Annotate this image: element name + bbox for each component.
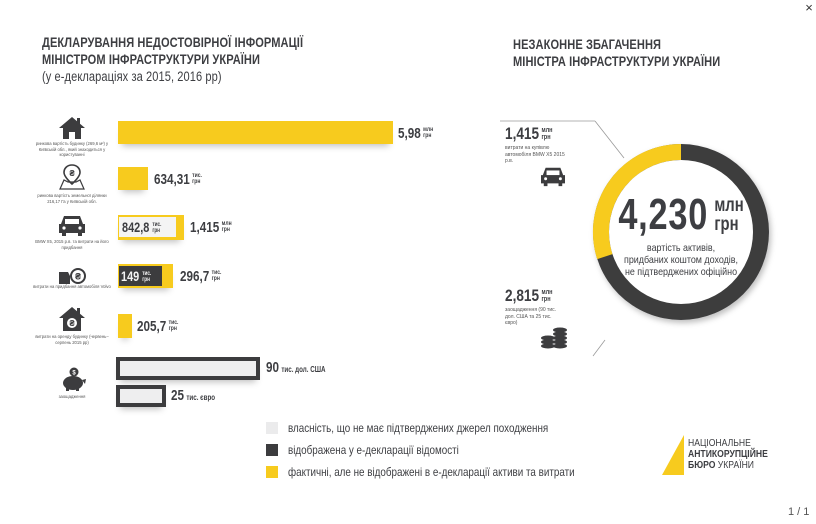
callout-value-number: 2,815 xyxy=(505,286,540,305)
car-icon xyxy=(59,216,85,236)
inner-value-unit: тис. грн xyxy=(152,222,162,234)
logo-line2: АНТИКОРУПЦІЙНЕ xyxy=(688,448,768,460)
donut-total: 4,230 млн грн xyxy=(618,190,744,240)
bar-label-land: 634,31 тис. грн xyxy=(154,170,202,188)
legend-item-declared: відображена у е-декларації відомості xyxy=(266,443,638,457)
piggy-bank-icon: $ xyxy=(63,367,86,391)
svg-text:₴: ₴ xyxy=(69,169,75,178)
donut-hole xyxy=(609,160,753,304)
bar-label-savings-eur: 25 тис. євро xyxy=(171,387,215,405)
right-title-line2: МІНІСТРА ІНФРАСТРУКТУРИ УКРАЇНИ xyxy=(513,54,721,69)
legend-swatch-light xyxy=(266,422,278,434)
value-unit: млн грн xyxy=(221,219,232,233)
callout-value-unit: млн грн xyxy=(541,127,553,141)
logo-line3-bold: БЮРО xyxy=(688,459,716,471)
bar-rent-value xyxy=(118,314,132,338)
callout-line-savings xyxy=(592,339,606,357)
nabu-logo-icon xyxy=(662,435,684,475)
bar-volvo-declared-part: 149 тис. грн xyxy=(119,266,162,286)
legend: власність, що не має підтверджених джере… xyxy=(266,421,638,479)
value-unit: тис. грн xyxy=(211,268,222,282)
value-unit: тис. грн xyxy=(168,318,179,332)
logo-line3-rest: УКРАЇНИ xyxy=(715,459,754,471)
value-number: 1,415 xyxy=(190,218,220,236)
legend-label: власність, що не має підтверджених джере… xyxy=(288,421,549,435)
value-number: 296,7 xyxy=(180,267,210,285)
coins-icon xyxy=(541,327,567,349)
left-chart-title: ДЕКЛАРУВАННЯ НЕДОСТОВІРНОЇ ІНФОРМАЦІЇ МІ… xyxy=(42,34,303,85)
right-title-line1: НЕЗАКОННЕ ЗБАГАЧЕННЯ xyxy=(513,37,662,52)
value-number: 205,7 xyxy=(137,317,167,335)
inner-value-number: 842,8 xyxy=(122,219,150,235)
bar-savings-usd xyxy=(116,357,260,380)
legend-swatch-yellow xyxy=(266,466,278,478)
car-icon xyxy=(541,167,565,187)
svg-text:₴: ₴ xyxy=(75,272,81,282)
bar-label-savings-usd: 90 тис. дол. США xyxy=(266,359,326,377)
row-caption: витрати на придбання автомобіля Volvo xyxy=(33,284,111,289)
bar-savings-eur xyxy=(116,385,166,407)
bar-label-house: 5,98 млн грн xyxy=(398,124,433,142)
callout-car-caption: витрати на купівлю автомобіля BMW X5 201… xyxy=(505,145,565,164)
row-caption: ринкова вартість земельної ділянки 216,1… xyxy=(37,193,107,204)
value-number: 25 xyxy=(171,387,185,404)
bar-label-bmw: 1,415 млн грн xyxy=(190,218,232,236)
close-button[interactable]: × xyxy=(805,0,813,15)
row-caption: BMW X5, 2015 р.в. та витрати на його при… xyxy=(35,239,109,250)
svg-text:₴: ₴ xyxy=(69,319,75,328)
bar-land-value xyxy=(118,167,148,190)
row-caption: витрати на оренду будинку (червень–серпе… xyxy=(35,334,109,345)
callout-savings-caption: заощадження (90 тис. дол. США та 25 тис.… xyxy=(505,307,556,326)
donut-caption: вартість активів, придбаних коштом доход… xyxy=(613,242,749,278)
bar-label-rent: 205,7 тис. грн xyxy=(137,317,178,335)
donut-caption-line2: придбаних коштом доходів, xyxy=(623,254,739,266)
value-unit: млн грн xyxy=(423,125,434,139)
right-chart-title: НЕЗАКОННЕ ЗБАГАЧЕННЯ МІНІСТРА ІНФРАСТРУК… xyxy=(513,36,720,70)
inner-value-number: 149 xyxy=(121,268,140,284)
value-number: 90 xyxy=(266,359,280,376)
callout-car-value: 1,415 млн грн xyxy=(505,124,553,144)
donut-caption-line1: вартість активів, xyxy=(646,242,716,254)
legend-label: відображена у е-декларації відомості xyxy=(288,443,459,457)
legend-item-unconfirmed: власність, що не має підтверджених джере… xyxy=(266,421,638,435)
inner-value-unit: тис. грн xyxy=(142,271,152,283)
nabu-logo-text: НАЦІОНАЛЬНЕ АНТИКОРУПЦІЙНЕ БЮРО УКРАЇНИ xyxy=(688,438,768,471)
callout-value-unit: млн грн xyxy=(541,289,553,303)
row-caption: ринкова вартість будинку (269,6 м²) у Ки… xyxy=(35,141,109,157)
bar-bmw-unconfirmed-part: 842,8 тис. грн xyxy=(119,217,176,237)
donut-total-value: 4,230 xyxy=(618,190,709,239)
donut-caption-line3: не підтверджених офіційно xyxy=(624,266,738,278)
callout-value-number: 1,415 xyxy=(505,124,540,143)
bar-label-volvo: 296,7 тис. грн xyxy=(180,267,221,285)
donut-total-unit: млн грн xyxy=(714,195,744,235)
land-plot-icon: ₴ xyxy=(59,164,85,190)
page-indicator: 1 / 1 xyxy=(788,506,810,518)
logo-line1: НАЦІОНАЛЬНЕ xyxy=(688,437,751,449)
legend-swatch-dark xyxy=(266,444,278,456)
value-unit: тис. дол. США xyxy=(281,365,326,374)
left-title-line2: МІНІСТРОМ ІНФРАСТРУКТУРИ УКРАЇНИ xyxy=(42,52,261,67)
callout-savings-value: 2,815 млн грн xyxy=(505,286,553,306)
svg-text:$: $ xyxy=(72,371,76,377)
left-title-line1: ДЕКЛАРУВАННЯ НЕДОСТОВІРНОЇ ІНФОРМАЦІЇ xyxy=(42,35,304,50)
value-unit: тис. грн xyxy=(192,171,202,185)
house-icon xyxy=(59,117,85,139)
legend-label: фактичні, але не відображені в е-деклара… xyxy=(288,465,575,479)
value-number: 634,31 xyxy=(154,170,190,188)
value-number: 5,98 xyxy=(398,124,421,142)
donut-chart xyxy=(500,120,769,357)
row-caption: заощадження xyxy=(58,394,86,399)
donut-segment-car xyxy=(592,143,681,260)
callout-car: 1,415 млн грн витрати на купівлю автомобі… xyxy=(505,124,565,187)
left-title-line3: (у е-деклараціях за 2015, 2016 рр) xyxy=(42,69,222,84)
value-unit: тис. євро xyxy=(186,393,216,402)
legend-item-undeclared: фактичні, але не відображені в е-деклара… xyxy=(266,465,638,479)
callout-savings: 2,815 млн грн заощадження (90 тис. дол. С… xyxy=(505,286,567,349)
house-money-icon: ₴ xyxy=(59,307,85,331)
car-money-icon: ₴ xyxy=(59,268,86,284)
bar-house-value xyxy=(118,121,393,144)
donut-center: 4,230 млн грн вартість активів, придбаних… xyxy=(601,190,761,278)
